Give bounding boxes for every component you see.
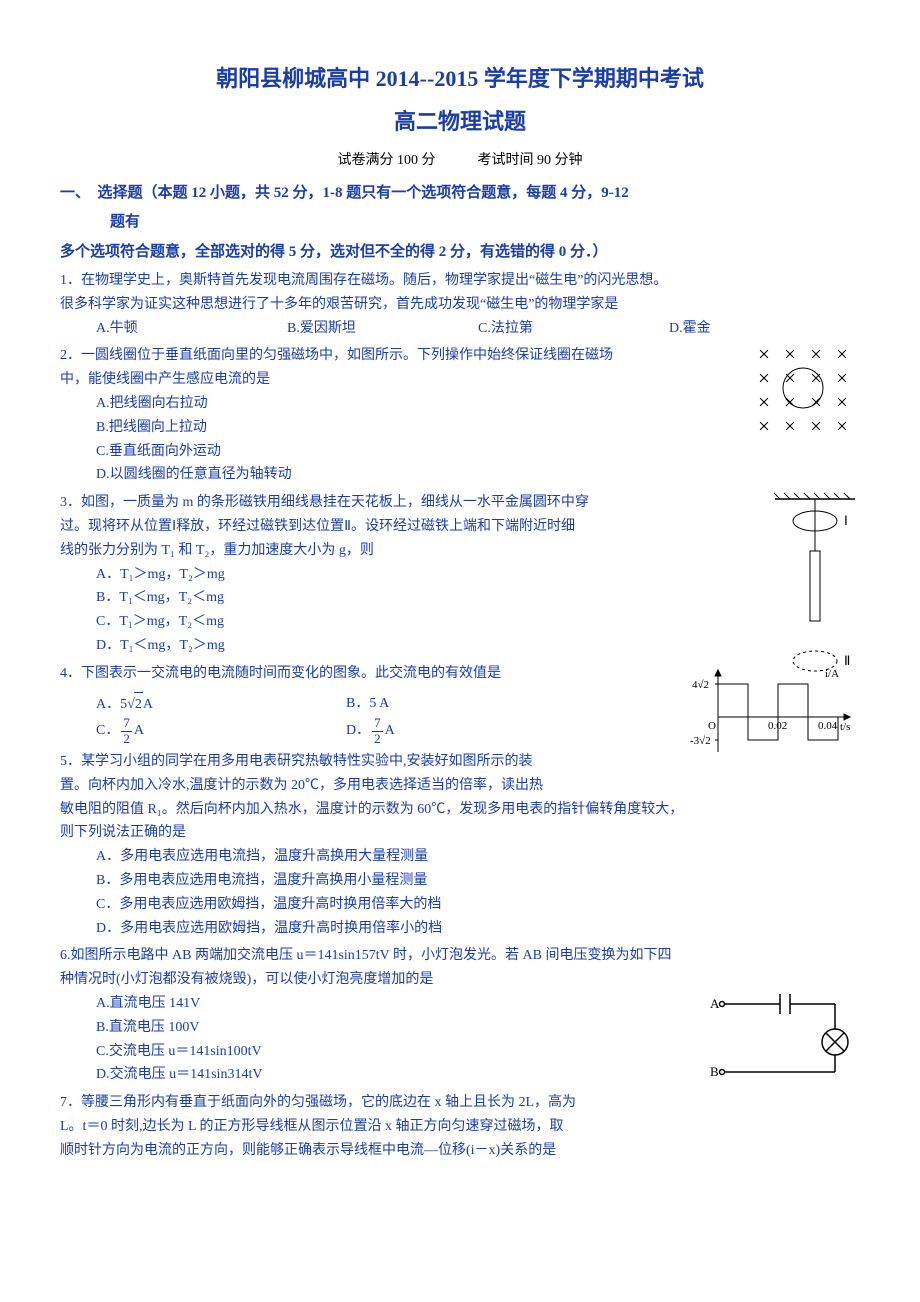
q6-stem1: 6.如图所示电路中 AB 两端加交流电压 u＝141sin157tV 时，小灯泡… [60, 948, 671, 963]
q5-stem4: 则下列说法正确的是 [60, 825, 186, 840]
q1-stem2: 很多科学家为证实这种思想进行了十多年的艰苦研究，首先成功发现“磁生电”的物理学家… [60, 297, 618, 312]
question-4: i/A t/s 4√2 -3√2 O 0.02 0.04 4．下图表示一交流电的… [60, 662, 860, 746]
q3-opt-a: A．T₁＞mg，T₂＞mg [96, 563, 860, 587]
section-header-line2: 题有 [110, 210, 860, 236]
q5-opt-d: D．多用电表应选用欧姆挡，温度升高时换用倍率小的档 [96, 917, 860, 941]
q2-opt-c: C.垂直纸面向外运动 [96, 440, 860, 464]
q7-stem1: 7．等腰三角形内有垂直于纸面向外的匀强磁场，它的底边在 x 轴上且长为 2L，高… [60, 1095, 576, 1110]
q5-opt-c: C．多用电表应选用欧姆挡，温度升高时换用倍率大的档 [96, 893, 860, 917]
q6-figure: A B [710, 984, 860, 1084]
q3-stem3: 线的张力分别为 T₁ 和 T₂，重力加速度大小为 g，则 [60, 543, 374, 558]
q6-stem2: 种情况时(小灯泡都没有被烧毁)，可以使小灯泡亮度增加的是 [60, 972, 433, 987]
q4-options-row2: C．72A D．72A [96, 716, 596, 746]
q4-opt-b: B．5 A [346, 692, 596, 717]
q7-stem3: 顺时针方向为电流的正方向，则能够正确表示导线框中电流—位移(i－x)关系的是 [60, 1143, 556, 1158]
section-header-line3: 多个选项符合题意，全部选对的得 5 分，选对但不全的得 2 分，有选错的得 0 … [60, 240, 860, 266]
q3-stem1: 3．如图，一质量为 m 的条形磁铁用细线悬挂在天花板上，细线从一水平金属圆环中穿 [60, 495, 589, 510]
q1-opt-b: B.爱因斯坦 [287, 317, 478, 341]
q2-options: A.把线圈向右拉动 B.把线圈向上拉动 C.垂直纸面向外运动 D.以圆线圈的任意… [96, 392, 860, 487]
svg-text:A: A [710, 996, 720, 1011]
q4-opt-d: D．72A [346, 716, 596, 746]
q3-opt-d: D．T₁＜mg，T₂＞mg [96, 634, 860, 658]
q5-opt-b: B．多用电表应选用电流挡，温度升高换用小量程测量 [96, 869, 860, 893]
svg-text:t/s: t/s [840, 721, 850, 733]
q5-stem2: 置。向杯内加入冷水,温度计的示数为 20℃，多用电表选择适当的倍率，读出热 [60, 778, 543, 793]
q1-opt-d: D.霍金 [669, 317, 860, 341]
title-line1: 朝阳县柳城高中 2014--2015 学年度下学期期中考试 [60, 60, 860, 97]
q1-opt-c: C.法拉第 [478, 317, 669, 341]
svg-text:4√2: 4√2 [692, 679, 709, 691]
q2-figure [750, 340, 860, 436]
section-header-line1: 一、 选择题（本题 12 小题，共 52 分，1-8 题只有一个选项符合题意，每… [60, 181, 860, 207]
q1-options: A.牛顿 B.爱因斯坦 C.法拉第 D.霍金 [96, 317, 860, 341]
q5-stem1: 5．某学习小组的同学在用多用电表研究热敏特性实验中,安装好如图所示的装 [60, 754, 533, 769]
svg-text:Ⅰ: Ⅰ [844, 513, 848, 528]
exam-meta: 试卷满分 100 分 考试时间 90 分钟 [60, 149, 860, 173]
svg-text:O: O [708, 720, 716, 732]
svg-text:i/A: i/A [825, 668, 839, 680]
q2-opt-b: B.把线圈向上拉动 [96, 416, 860, 440]
svg-text:0.04: 0.04 [818, 720, 838, 732]
q2-opt-a: A.把线圈向右拉动 [96, 392, 860, 416]
question-7: 7．等腰三角形内有垂直于纸面向外的匀强磁场，它的底边在 x 轴上且长为 2L，高… [60, 1091, 860, 1162]
q4-options-row1: A．5√2A B．5 A [96, 692, 596, 717]
q3-opt-c: C．T₁＞mg，T₂＜mg [96, 610, 860, 634]
question-1: 1．在物理学史上，奥斯特首先发现电流周围存在磁场。随后，物理学家提出“磁生电”的… [60, 269, 860, 340]
q4-opt-c: C．72A [96, 716, 346, 746]
q3-options: A．T₁＞mg，T₂＞mg B．T₁＜mg，T₂＜mg C．T₁＞mg，T₂＜m… [96, 563, 860, 658]
q5-opt-a: A．多用电表应选用电流挡，温度升高换用大量程测量 [96, 845, 860, 869]
q1-stem1: 1．在物理学史上，奥斯特首先发现电流周围存在磁场。随后，物理学家提出“磁生电”的… [60, 273, 667, 288]
svg-text:B: B [710, 1064, 719, 1079]
q4-figure: i/A t/s 4√2 -3√2 O 0.02 0.04 [690, 662, 860, 757]
q3-stem2: 过。现将环从位置Ⅰ释放，环经过磁铁到达位置Ⅱ。设环经过磁铁上端和下端附近时细 [60, 519, 575, 534]
q4-stem: 4．下图表示一交流电的电流随时间而变化的图象。此交流电的有效值是 [60, 666, 501, 681]
svg-text:-3√2: -3√2 [690, 735, 711, 747]
q5-options: A．多用电表应选用电流挡，温度升高换用大量程测量 B．多用电表应选用电流挡，温度… [96, 845, 860, 940]
q2-opt-d: D.以圆线圈的任意直径为轴转动 [96, 463, 860, 487]
q4-opt-a: A．5√2A [96, 692, 346, 717]
svg-text:0.02: 0.02 [768, 720, 787, 732]
q2-stem2: 中，能使线圈中产生感应电流的是 [60, 372, 270, 387]
q5-stem3: 敏电阻的阻值 R₁。然后向杯内加入热水，温度计的示数为 60℃，发现多用电表的指… [60, 802, 683, 817]
q7-stem2: L。t＝0 时刻,边长为 L 的正方形导线框从图示位置沿 x 轴正方向匀速穿过磁… [60, 1119, 563, 1134]
q1-opt-a: A.牛顿 [96, 317, 287, 341]
q3-opt-b: B．T₁＜mg，T₂＜mg [96, 586, 860, 610]
question-3: Ⅰ Ⅱ 3．如图，一质量为 m 的条形磁铁用细线悬挂在天花板上，细线从一水平金属… [60, 491, 860, 658]
question-2: 2．一圆线圈位于垂直纸面向里的匀强磁场中，如图所示。下列操作中始终保证线圈在磁场… [60, 344, 860, 487]
title-line2: 高二物理试题 [60, 103, 860, 140]
question-5: 5．某学习小组的同学在用多用电表研究热敏特性实验中,安装好如图所示的装 置。向杯… [60, 750, 860, 940]
q2-stem1: 2．一圆线圈位于垂直纸面向里的匀强磁场中，如图所示。下列操作中始终保证线圈在磁场 [60, 348, 613, 363]
question-6: A B 6.如图所示电路中 AB 两端加交流电压 u＝141sin157tV 时… [60, 944, 860, 1087]
